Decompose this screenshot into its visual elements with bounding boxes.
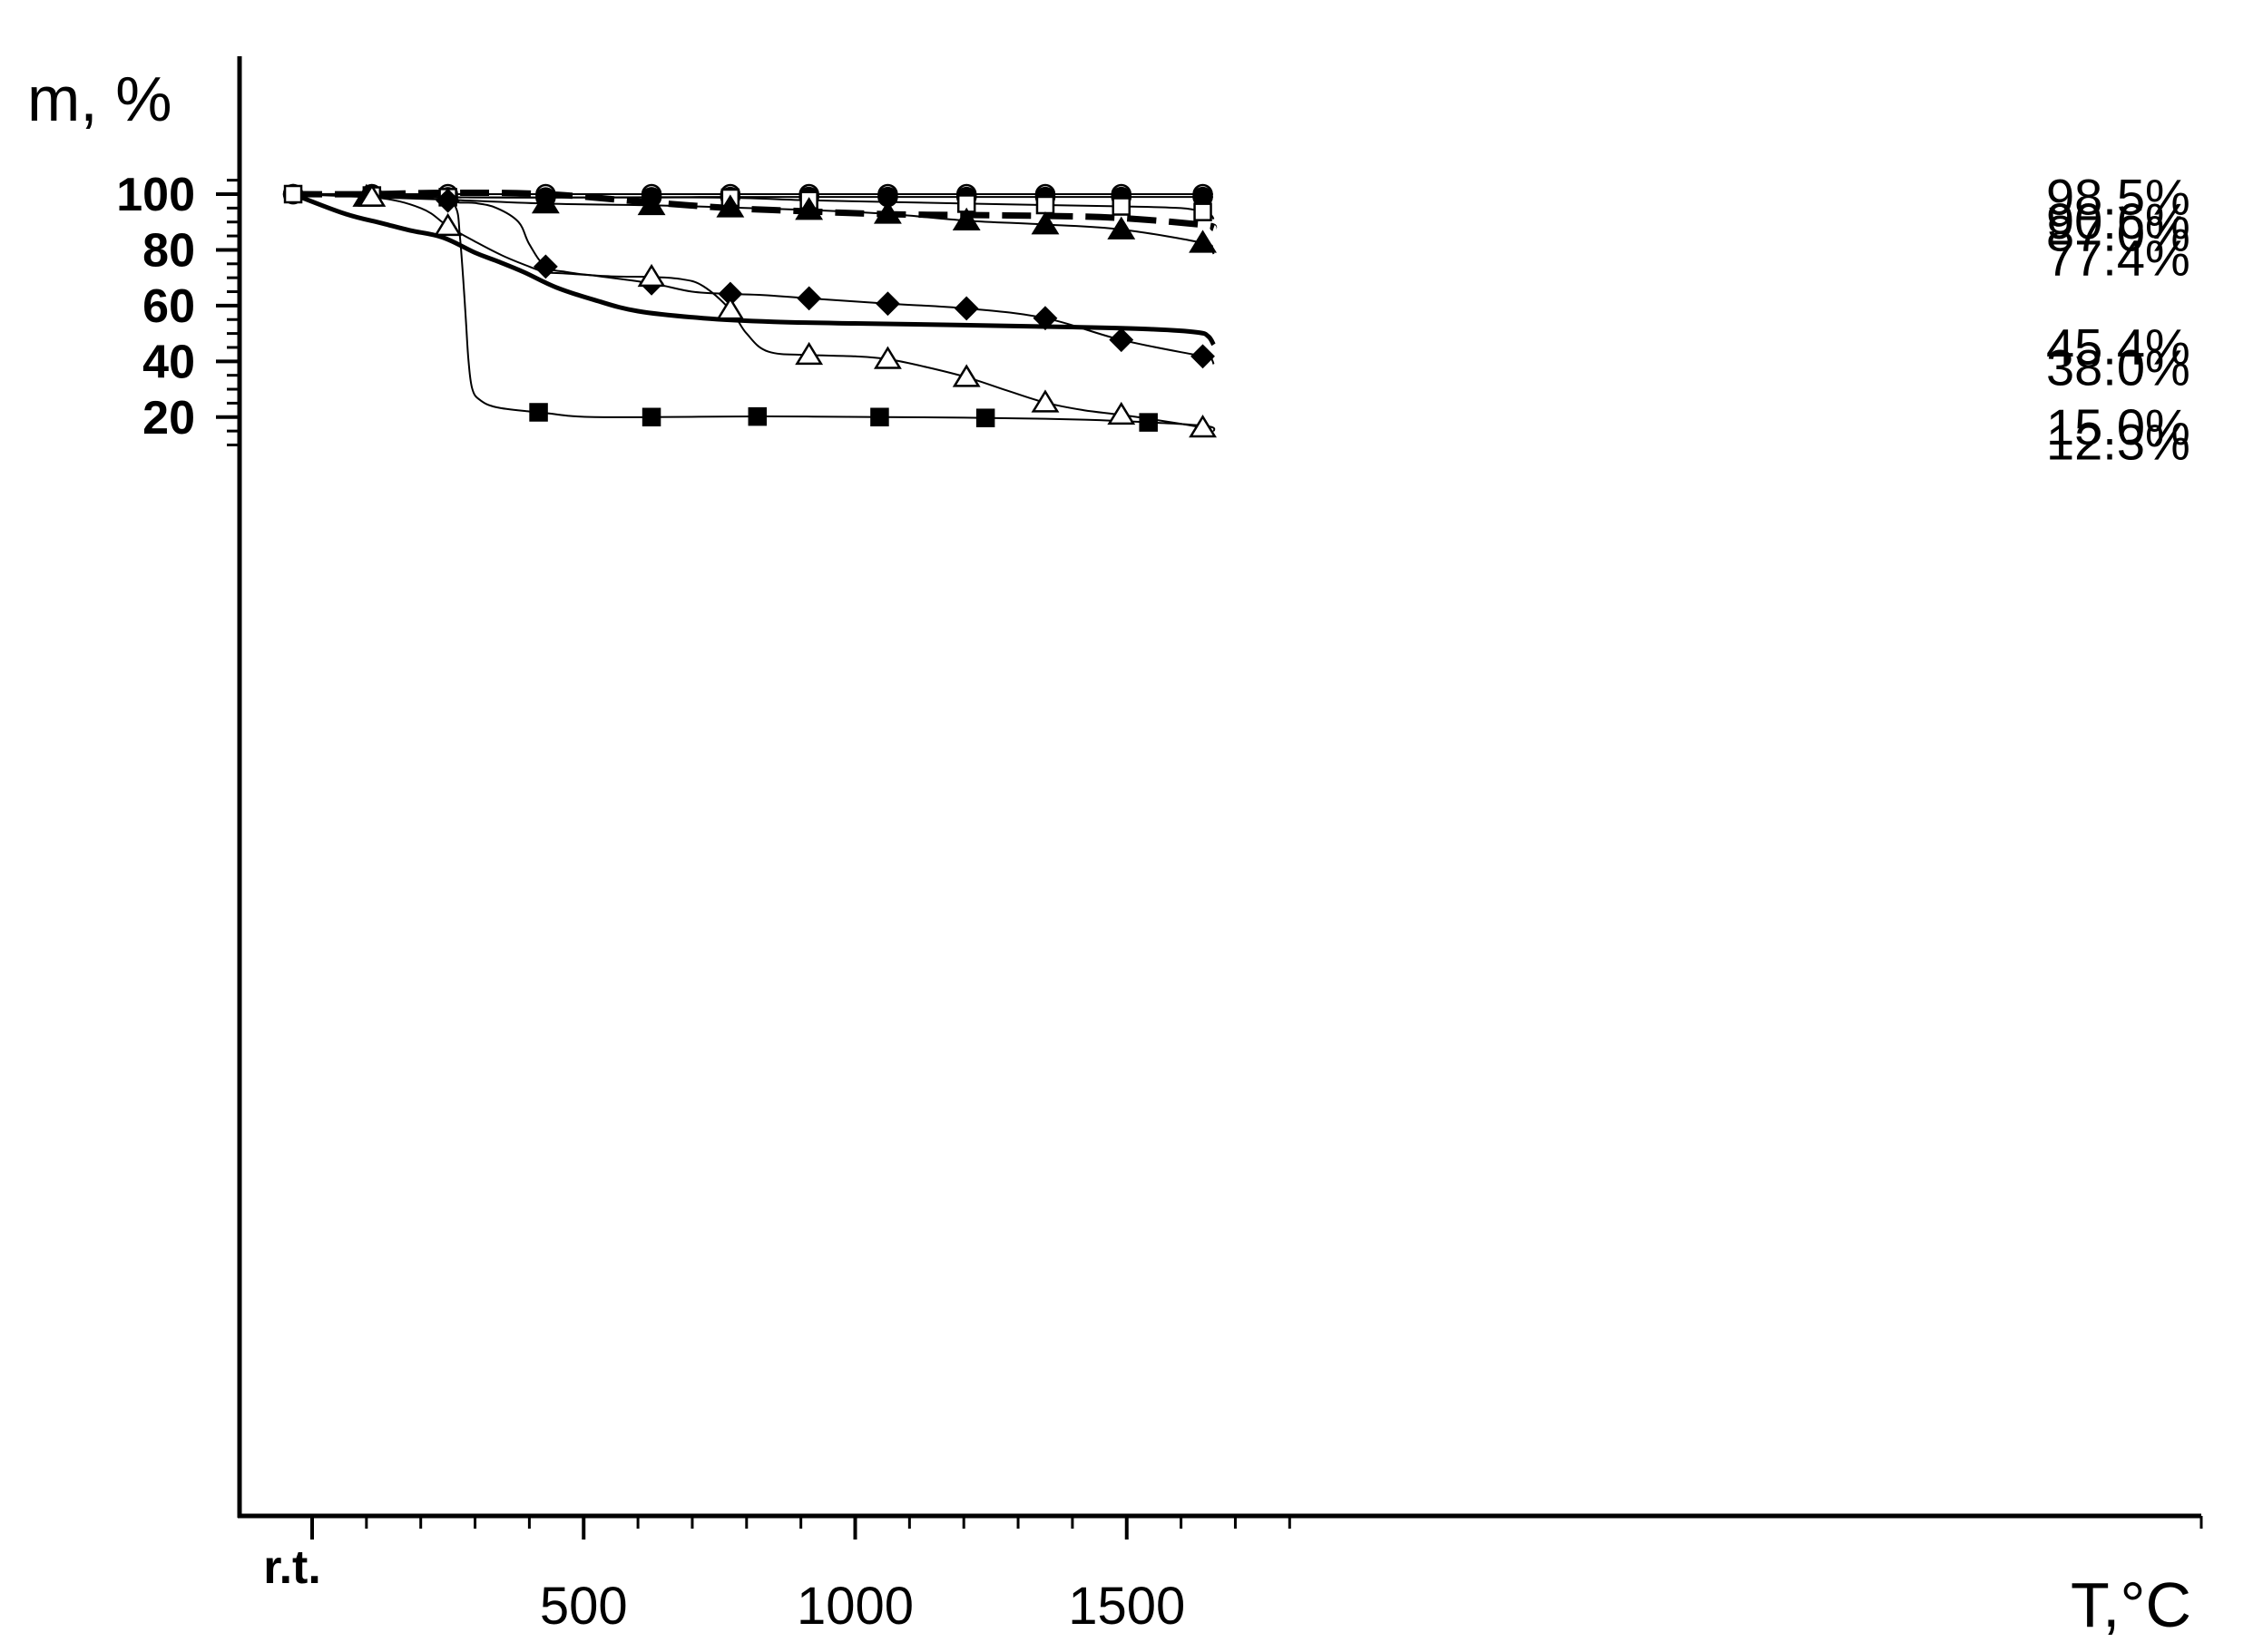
series-markers-4 (352, 183, 1217, 253)
filled-square-marker (1139, 413, 1158, 432)
series-markers-8 (529, 403, 1158, 432)
filled-square-marker (748, 406, 768, 426)
open-triangle-marker (434, 212, 463, 237)
series-markers-7 (358, 183, 1217, 438)
open-triangle-marker (1031, 389, 1060, 413)
filled-square-marker (642, 407, 661, 427)
y-tick-label: 100 (116, 169, 195, 221)
filled-triangle-marker (1107, 216, 1136, 239)
filled-diamond-marker (533, 254, 558, 279)
series-line-8 (293, 192, 1216, 433)
filled-diamond-marker (1109, 327, 1134, 353)
series-line-4 (293, 193, 1215, 255)
open-triangle-marker (716, 297, 745, 320)
series-line-6 (293, 193, 1215, 365)
filled-diamond-marker (1033, 306, 1058, 331)
y-tick-label: 60 (142, 280, 195, 333)
x-tick-label: r.t. (263, 1541, 321, 1594)
x-tick-label: 1000 (797, 1577, 914, 1636)
filled-triangle-marker (795, 197, 824, 220)
x-tick-label: 500 (540, 1577, 628, 1636)
y-tick-label: 40 (142, 336, 195, 388)
end-label: 15.0% (2046, 398, 2190, 455)
open-triangle-marker (873, 346, 902, 369)
x-axis-label: T,°C (2071, 1569, 2191, 1640)
end-labels-layer: 98.5%90.6%87.0%77.4% 45.4%38.0% 12.3%15.0% (2046, 168, 2190, 470)
filled-triangle-marker (952, 207, 981, 231)
filled-square-marker (529, 403, 548, 422)
open-square-marker (283, 184, 303, 204)
filled-diamond-marker (436, 188, 461, 213)
series-line-7 (293, 193, 1215, 436)
y-tick-label: 80 (142, 224, 195, 277)
open-triangle-marker (637, 263, 666, 288)
markers-layer (282, 183, 1217, 438)
end-label: 38.0% (2046, 338, 2190, 396)
open-triangle-marker (795, 341, 824, 366)
filled-triangle-marker (1189, 230, 1217, 253)
filled-triangle-marker (716, 194, 745, 218)
filled-square-marker (975, 408, 995, 427)
open-triangle-marker (1189, 415, 1217, 438)
x-tick-label: 1500 (1068, 1577, 1185, 1636)
end-label: 77.4% (2046, 229, 2190, 286)
filled-triangle-marker (531, 191, 560, 214)
end-label: 87.0% (2046, 205, 2190, 262)
end-label: 45.4% (2046, 318, 2190, 376)
open-triangle-marker (1107, 401, 1136, 425)
x-axis-title: T,°C (2071, 1569, 2191, 1640)
open-triangle-marker (952, 364, 981, 387)
filled-diamond-marker (1190, 344, 1215, 369)
end-label: 98.5% (2046, 168, 2190, 225)
filled-triangle-marker (637, 191, 666, 216)
series-line-5 (292, 191, 1216, 347)
filled-triangle-marker (1031, 211, 1060, 235)
filled-diamond-marker (954, 296, 979, 321)
y-axis-title: m, % (27, 64, 171, 134)
filled-diamond-marker (875, 291, 900, 317)
y-axis-label: m, % (27, 64, 171, 134)
open-triangle-marker (358, 183, 387, 207)
y-tick-label: 20 (142, 392, 195, 445)
filled-triangle-marker (873, 200, 902, 224)
filled-square-marker (870, 407, 889, 426)
end-label: 12.3% (2046, 413, 2190, 470)
series-layer (292, 189, 1218, 436)
end-label: 90.6% (2046, 192, 2190, 249)
series-line-2 (293, 193, 1215, 220)
filled-diamond-marker (797, 286, 822, 311)
open-square-marker (1035, 195, 1055, 215)
open-square-marker (1193, 202, 1212, 221)
open-square-marker (1112, 197, 1131, 216)
